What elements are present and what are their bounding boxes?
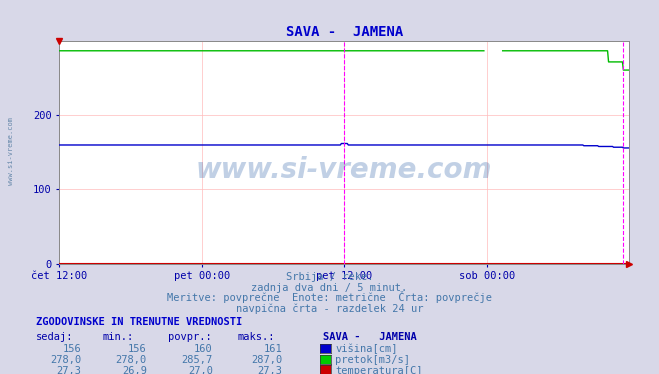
Text: višina[cm]: višina[cm] (335, 344, 398, 354)
Text: 160: 160 (194, 344, 213, 354)
Text: min.:: min.: (102, 332, 133, 341)
Text: 156: 156 (129, 344, 147, 354)
Text: 26,9: 26,9 (122, 366, 147, 374)
Text: temperatura[C]: temperatura[C] (335, 366, 423, 374)
Text: 161: 161 (264, 344, 282, 354)
Text: 156: 156 (63, 344, 81, 354)
Text: SAVA -   JAMENA: SAVA - JAMENA (323, 332, 416, 341)
Text: 27,3: 27,3 (56, 366, 81, 374)
Text: 285,7: 285,7 (182, 355, 213, 365)
Text: Srbija / reke.: Srbija / reke. (286, 272, 373, 282)
Text: ZGODOVINSKE IN TRENUTNE VREDNOSTI: ZGODOVINSKE IN TRENUTNE VREDNOSTI (36, 318, 243, 327)
Text: navpična črta - razdelek 24 ur: navpična črta - razdelek 24 ur (236, 304, 423, 314)
Text: maks.:: maks.: (237, 332, 275, 341)
Text: 27,0: 27,0 (188, 366, 213, 374)
Text: zadnja dva dni / 5 minut.: zadnja dva dni / 5 minut. (251, 283, 408, 292)
Text: sedaj:: sedaj: (36, 332, 74, 341)
Text: www.si-vreme.com: www.si-vreme.com (196, 156, 492, 184)
Text: www.si-vreme.com: www.si-vreme.com (8, 117, 14, 186)
Title: SAVA -  JAMENA: SAVA - JAMENA (286, 25, 403, 39)
Text: Meritve: povprečne  Enote: metrične  Črta: povprečje: Meritve: povprečne Enote: metrične Črta:… (167, 291, 492, 303)
Text: povpr.:: povpr.: (168, 332, 212, 341)
Text: 278,0: 278,0 (116, 355, 147, 365)
Text: 278,0: 278,0 (50, 355, 81, 365)
Text: pretok[m3/s]: pretok[m3/s] (335, 355, 411, 365)
Text: 287,0: 287,0 (251, 355, 282, 365)
Text: 27,3: 27,3 (257, 366, 282, 374)
